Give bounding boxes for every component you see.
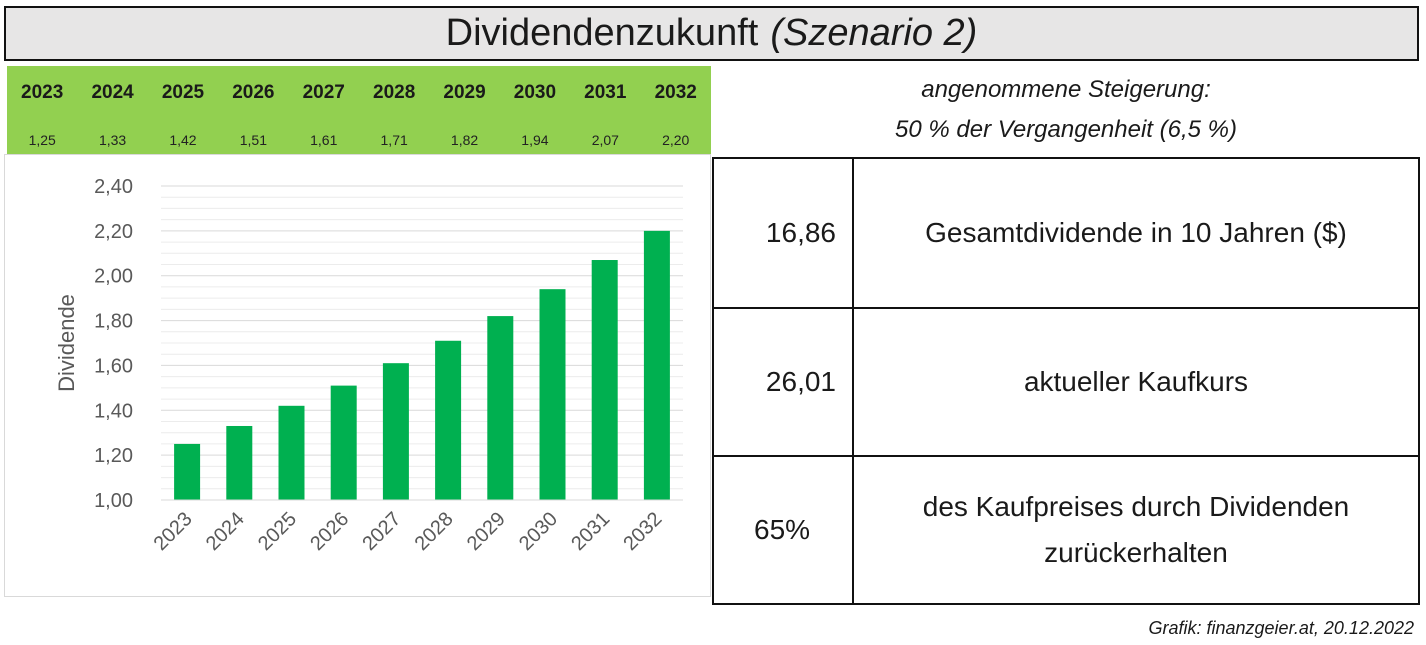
return-percent-value: 65% bbox=[714, 457, 854, 603]
credit-text: Grafik: finanzgeier.at, 20.12.2022 bbox=[1148, 618, 1415, 638]
bar-2029 bbox=[487, 316, 514, 500]
total-dividend-label: Gesamtdividende in 10 Jahren ($) bbox=[925, 217, 1347, 248]
year-row: 2023 2024 2025 2026 2027 2028 2029 2030 2031 2032 bbox=[7, 82, 711, 104]
year-value-cell: 1,82 bbox=[450, 132, 479, 148]
bar-2027 bbox=[382, 363, 409, 500]
x-tick-label: 2023 bbox=[150, 508, 197, 555]
x-tick-label: 2032 bbox=[619, 508, 666, 555]
x-tick-label: 2028 bbox=[411, 508, 458, 555]
summary-row-price: 26,01 aktueller Kaufkurs bbox=[714, 307, 1418, 455]
chart-svg: 1,00 1,20 1,40 1,60 1,80 2,00 2,20 2,40 Dividend… bbox=[54, 176, 683, 555]
page-subtitle: (Szenario 2) bbox=[770, 12, 978, 54]
x-tick-label: 2030 bbox=[515, 508, 562, 555]
page-title: Dividendenzukunft bbox=[445, 12, 759, 54]
year-header-cell: 2028 bbox=[373, 82, 416, 103]
x-tick-label: 2029 bbox=[463, 508, 510, 555]
year-value-cell: 1,33 bbox=[98, 132, 127, 148]
year-value-cell: 1,42 bbox=[169, 132, 197, 148]
y-tick-label: 2,00 bbox=[94, 266, 133, 288]
return-label-line-2: zurückerhalten bbox=[1044, 537, 1228, 568]
assumption-line-1: angenommene Steigerung: bbox=[921, 76, 1211, 103]
y-tick-label: 1,60 bbox=[94, 355, 133, 377]
assumption-text: angenommene Steigerung: 50 % der Vergang… bbox=[716, 70, 1416, 152]
bar-2031 bbox=[591, 260, 618, 500]
total-dividend-value: 16,86 bbox=[714, 159, 854, 307]
title-bar: Dividendenzukunft (Szenario 2) bbox=[4, 6, 1419, 61]
year-value-cell: 2,20 bbox=[662, 132, 690, 148]
value-row: 1,25 1,33 1,42 1,51 1,61 1,71 1,82 1,94 2,07 2,20 bbox=[7, 132, 711, 148]
y-tick-label: 1,00 bbox=[94, 490, 133, 512]
y-tick-label: 1,80 bbox=[94, 311, 133, 333]
bar-2026 bbox=[330, 385, 357, 500]
return-label: des Kaufpreises durch Dividenden zurücke… bbox=[854, 457, 1418, 603]
year-header-cell: 2031 bbox=[584, 82, 627, 103]
year-value-cell: 1,51 bbox=[239, 132, 267, 148]
x-tick-label: 2024 bbox=[202, 508, 249, 555]
year-value-cell: 1,61 bbox=[310, 132, 338, 148]
y-tick-label: 1,20 bbox=[94, 445, 133, 467]
year-value-cell: 1,25 bbox=[28, 132, 56, 148]
bar-2032 bbox=[643, 230, 670, 500]
assumption-line-2: 50 % der Vergangenheit (6,5 %) bbox=[895, 116, 1237, 143]
y-tick-label: 1,40 bbox=[94, 400, 133, 422]
year-value-cell: 1,94 bbox=[521, 132, 549, 148]
year-header-cell: 2025 bbox=[161, 82, 205, 103]
bar-2030 bbox=[539, 289, 566, 500]
bar-2023 bbox=[174, 443, 201, 500]
year-header-cell: 2024 bbox=[91, 82, 134, 103]
year-header-cell: 2023 bbox=[21, 82, 64, 103]
purchase-price-label: aktueller Kaufkurs bbox=[1023, 366, 1249, 397]
bar-2024 bbox=[226, 425, 253, 500]
x-tick-label: 2027 bbox=[358, 508, 405, 555]
year-value-cell: 1,71 bbox=[380, 132, 408, 148]
summary-row-return: 65% des Kaufpreises durch Dividenden zur… bbox=[714, 455, 1418, 603]
x-tick-label: 2025 bbox=[254, 508, 301, 555]
y-tick-label: 2,40 bbox=[94, 176, 133, 198]
dividend-chart: 1,00 1,20 1,40 1,60 1,80 2,00 2,20 2,40 Dividend… bbox=[4, 154, 711, 597]
bar-2025 bbox=[278, 405, 305, 500]
purchase-price-value: 26,01 bbox=[714, 309, 854, 455]
year-header-cell: 2030 bbox=[513, 82, 557, 103]
year-header-cell: 2029 bbox=[443, 82, 486, 103]
x-tick-label: 2031 bbox=[567, 508, 614, 555]
summary-row-total: 16,86 Gesamtdividende in 10 Jahren ($) bbox=[714, 159, 1418, 307]
y-tick-label: 2,20 bbox=[94, 221, 133, 243]
year-header-cell: 2026 bbox=[232, 82, 275, 103]
year-header-cell: 2032 bbox=[654, 82, 697, 103]
y-axis-title: Dividende bbox=[54, 294, 79, 392]
summary-table: 16,86 Gesamtdividende in 10 Jahren ($) 2… bbox=[712, 157, 1420, 605]
year-header-cell: 2027 bbox=[302, 82, 345, 103]
bar-2028 bbox=[435, 340, 462, 500]
x-tick-label: 2026 bbox=[306, 508, 353, 555]
return-label-line-1: des Kaufpreises durch Dividenden bbox=[922, 491, 1350, 522]
year-value-cell: 2,07 bbox=[591, 132, 619, 148]
dividend-year-table: 2023 2024 2025 2026 2027 2028 2029 2030 2031 2032… bbox=[7, 66, 711, 154]
